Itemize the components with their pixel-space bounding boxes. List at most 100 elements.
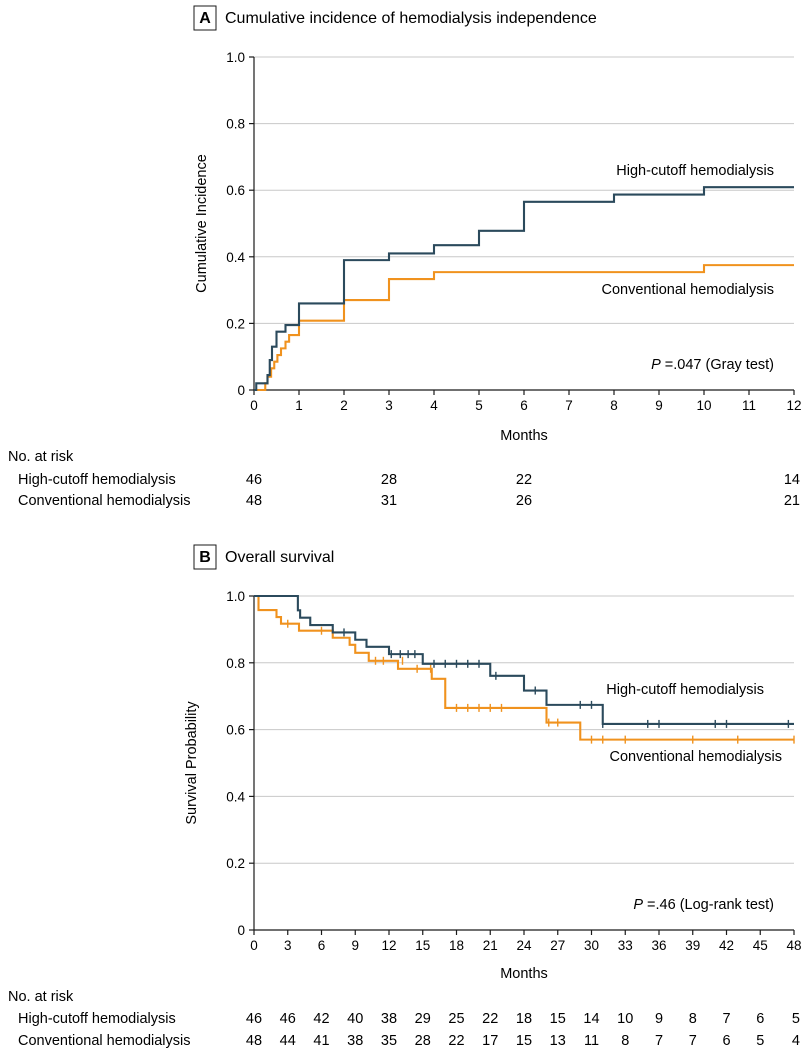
x-tick-label: 12 xyxy=(381,938,396,953)
risk-value: 14 xyxy=(784,472,800,488)
x-axis-label: Months xyxy=(500,966,548,982)
risk-value: 46 xyxy=(246,1011,262,1027)
risk-value: 35 xyxy=(381,1033,397,1049)
panel-badge xyxy=(193,544,217,570)
series-line xyxy=(254,186,794,392)
y-tick-label: 0 xyxy=(237,923,245,938)
x-tick-label: 39 xyxy=(685,938,700,953)
risk-value: 14 xyxy=(583,1011,599,1027)
x-tick-label: 45 xyxy=(753,938,768,953)
risk-value: 9 xyxy=(655,1011,663,1027)
risk-value: 11 xyxy=(584,1033,599,1049)
risk-value: 6 xyxy=(722,1033,730,1049)
risk-value: 48 xyxy=(246,1033,262,1049)
risk-value: 22 xyxy=(516,472,532,488)
y-tick-label: 1.0 xyxy=(226,589,245,604)
risk-value: 10 xyxy=(617,1011,633,1027)
risk-value: 38 xyxy=(347,1033,363,1049)
risk-value: 4 xyxy=(792,1033,800,1049)
x-tick-label: 2 xyxy=(340,398,348,413)
x-axis-label: Months xyxy=(500,428,548,444)
risk-value: 44 xyxy=(280,1033,296,1049)
y-tick-label: 0.2 xyxy=(226,856,245,871)
risk-value: 15 xyxy=(550,1011,566,1027)
x-tick-label: 1 xyxy=(295,398,303,413)
risk-value: 21 xyxy=(784,493,800,509)
x-tick-label: 7 xyxy=(565,398,573,413)
y-tick-label: 0.4 xyxy=(226,250,245,265)
series-label: Conventional hemodialysis xyxy=(610,749,783,765)
risk-value: 13 xyxy=(550,1033,566,1049)
y-tick-label: 0.6 xyxy=(226,723,245,738)
panel-badge xyxy=(193,5,217,31)
x-tick-label: 3 xyxy=(385,398,393,413)
x-tick-label: 0 xyxy=(250,938,258,953)
risk-value: 25 xyxy=(448,1011,464,1027)
x-tick-label: 4 xyxy=(430,398,438,413)
risk-value: 7 xyxy=(689,1033,697,1049)
y-tick-label: 0.6 xyxy=(226,183,245,198)
y-tick-label: 0.4 xyxy=(226,789,245,804)
risk-row-label: High-cutoff hemodialysis xyxy=(18,472,176,488)
risk-value: 8 xyxy=(689,1011,697,1027)
x-tick-label: 30 xyxy=(584,938,599,953)
panel-letter: A xyxy=(199,10,211,27)
x-tick-label: 10 xyxy=(696,398,711,413)
p-italic: P xyxy=(651,357,661,373)
p-italic: P xyxy=(633,897,643,913)
x-tick-label: 5 xyxy=(475,398,483,413)
risk-value: 7 xyxy=(722,1011,730,1027)
risk-value: 38 xyxy=(381,1011,397,1027)
risk-value: 29 xyxy=(415,1011,431,1027)
x-tick-label: 9 xyxy=(655,398,663,413)
y-tick-label: 0 xyxy=(237,383,245,398)
risk-table-header: No. at risk xyxy=(8,449,74,465)
risk-value: 15 xyxy=(516,1033,532,1049)
risk-value: 28 xyxy=(415,1033,431,1049)
y-tick-label: 1.0 xyxy=(226,50,245,65)
panel-letter: B xyxy=(199,549,211,566)
risk-value: 40 xyxy=(347,1011,363,1027)
risk-value: 22 xyxy=(448,1033,464,1049)
series-label: Conventional hemodialysis xyxy=(602,282,775,298)
y-tick-label: 0.8 xyxy=(226,656,245,671)
x-tick-label: 12 xyxy=(786,398,801,413)
x-tick-label: 6 xyxy=(318,938,326,953)
risk-value: 31 xyxy=(381,493,397,509)
risk-table-header: No. at risk xyxy=(8,989,74,1005)
series-line xyxy=(254,594,794,725)
x-tick-label: 21 xyxy=(483,938,498,953)
risk-value: 18 xyxy=(516,1011,532,1027)
x-tick-label: 36 xyxy=(651,938,666,953)
p-text: =.047 (Gray test) xyxy=(661,357,774,373)
panel-title: Overall survival xyxy=(225,549,334,566)
risk-value: 22 xyxy=(482,1011,498,1027)
risk-value: 26 xyxy=(516,493,532,509)
x-tick-label: 33 xyxy=(618,938,633,953)
risk-value: 41 xyxy=(313,1033,329,1049)
p-value: P =.46 (Log-rank test) xyxy=(633,897,774,913)
x-tick-label: 18 xyxy=(449,938,464,953)
panel-a: A Cumulative incidence of hemodialysis in… xyxy=(8,5,802,509)
y-axis-label: Cumulative Incidence xyxy=(194,154,210,293)
risk-value: 8 xyxy=(621,1033,629,1049)
x-tick-label: 42 xyxy=(719,938,734,953)
risk-value: 46 xyxy=(280,1011,296,1027)
p-value: P =.047 (Gray test) xyxy=(651,357,774,373)
x-tick-label: 27 xyxy=(550,938,565,953)
risk-value: 28 xyxy=(381,472,397,488)
p-text: =.46 (Log-rank test) xyxy=(643,897,774,913)
series-line xyxy=(254,594,794,741)
risk-value: 17 xyxy=(482,1033,498,1049)
x-tick-label: 11 xyxy=(742,398,756,413)
risk-value: 6 xyxy=(756,1011,764,1027)
risk-value: 46 xyxy=(246,472,262,488)
x-tick-label: 3 xyxy=(284,938,292,953)
x-tick-label: 9 xyxy=(351,938,359,953)
panel-title: Cumulative incidence of hemodialysis ind… xyxy=(225,10,597,27)
x-tick-label: 24 xyxy=(516,938,532,953)
y-axis-label: Survival Probability xyxy=(184,701,200,825)
x-tick-label: 15 xyxy=(415,938,430,953)
